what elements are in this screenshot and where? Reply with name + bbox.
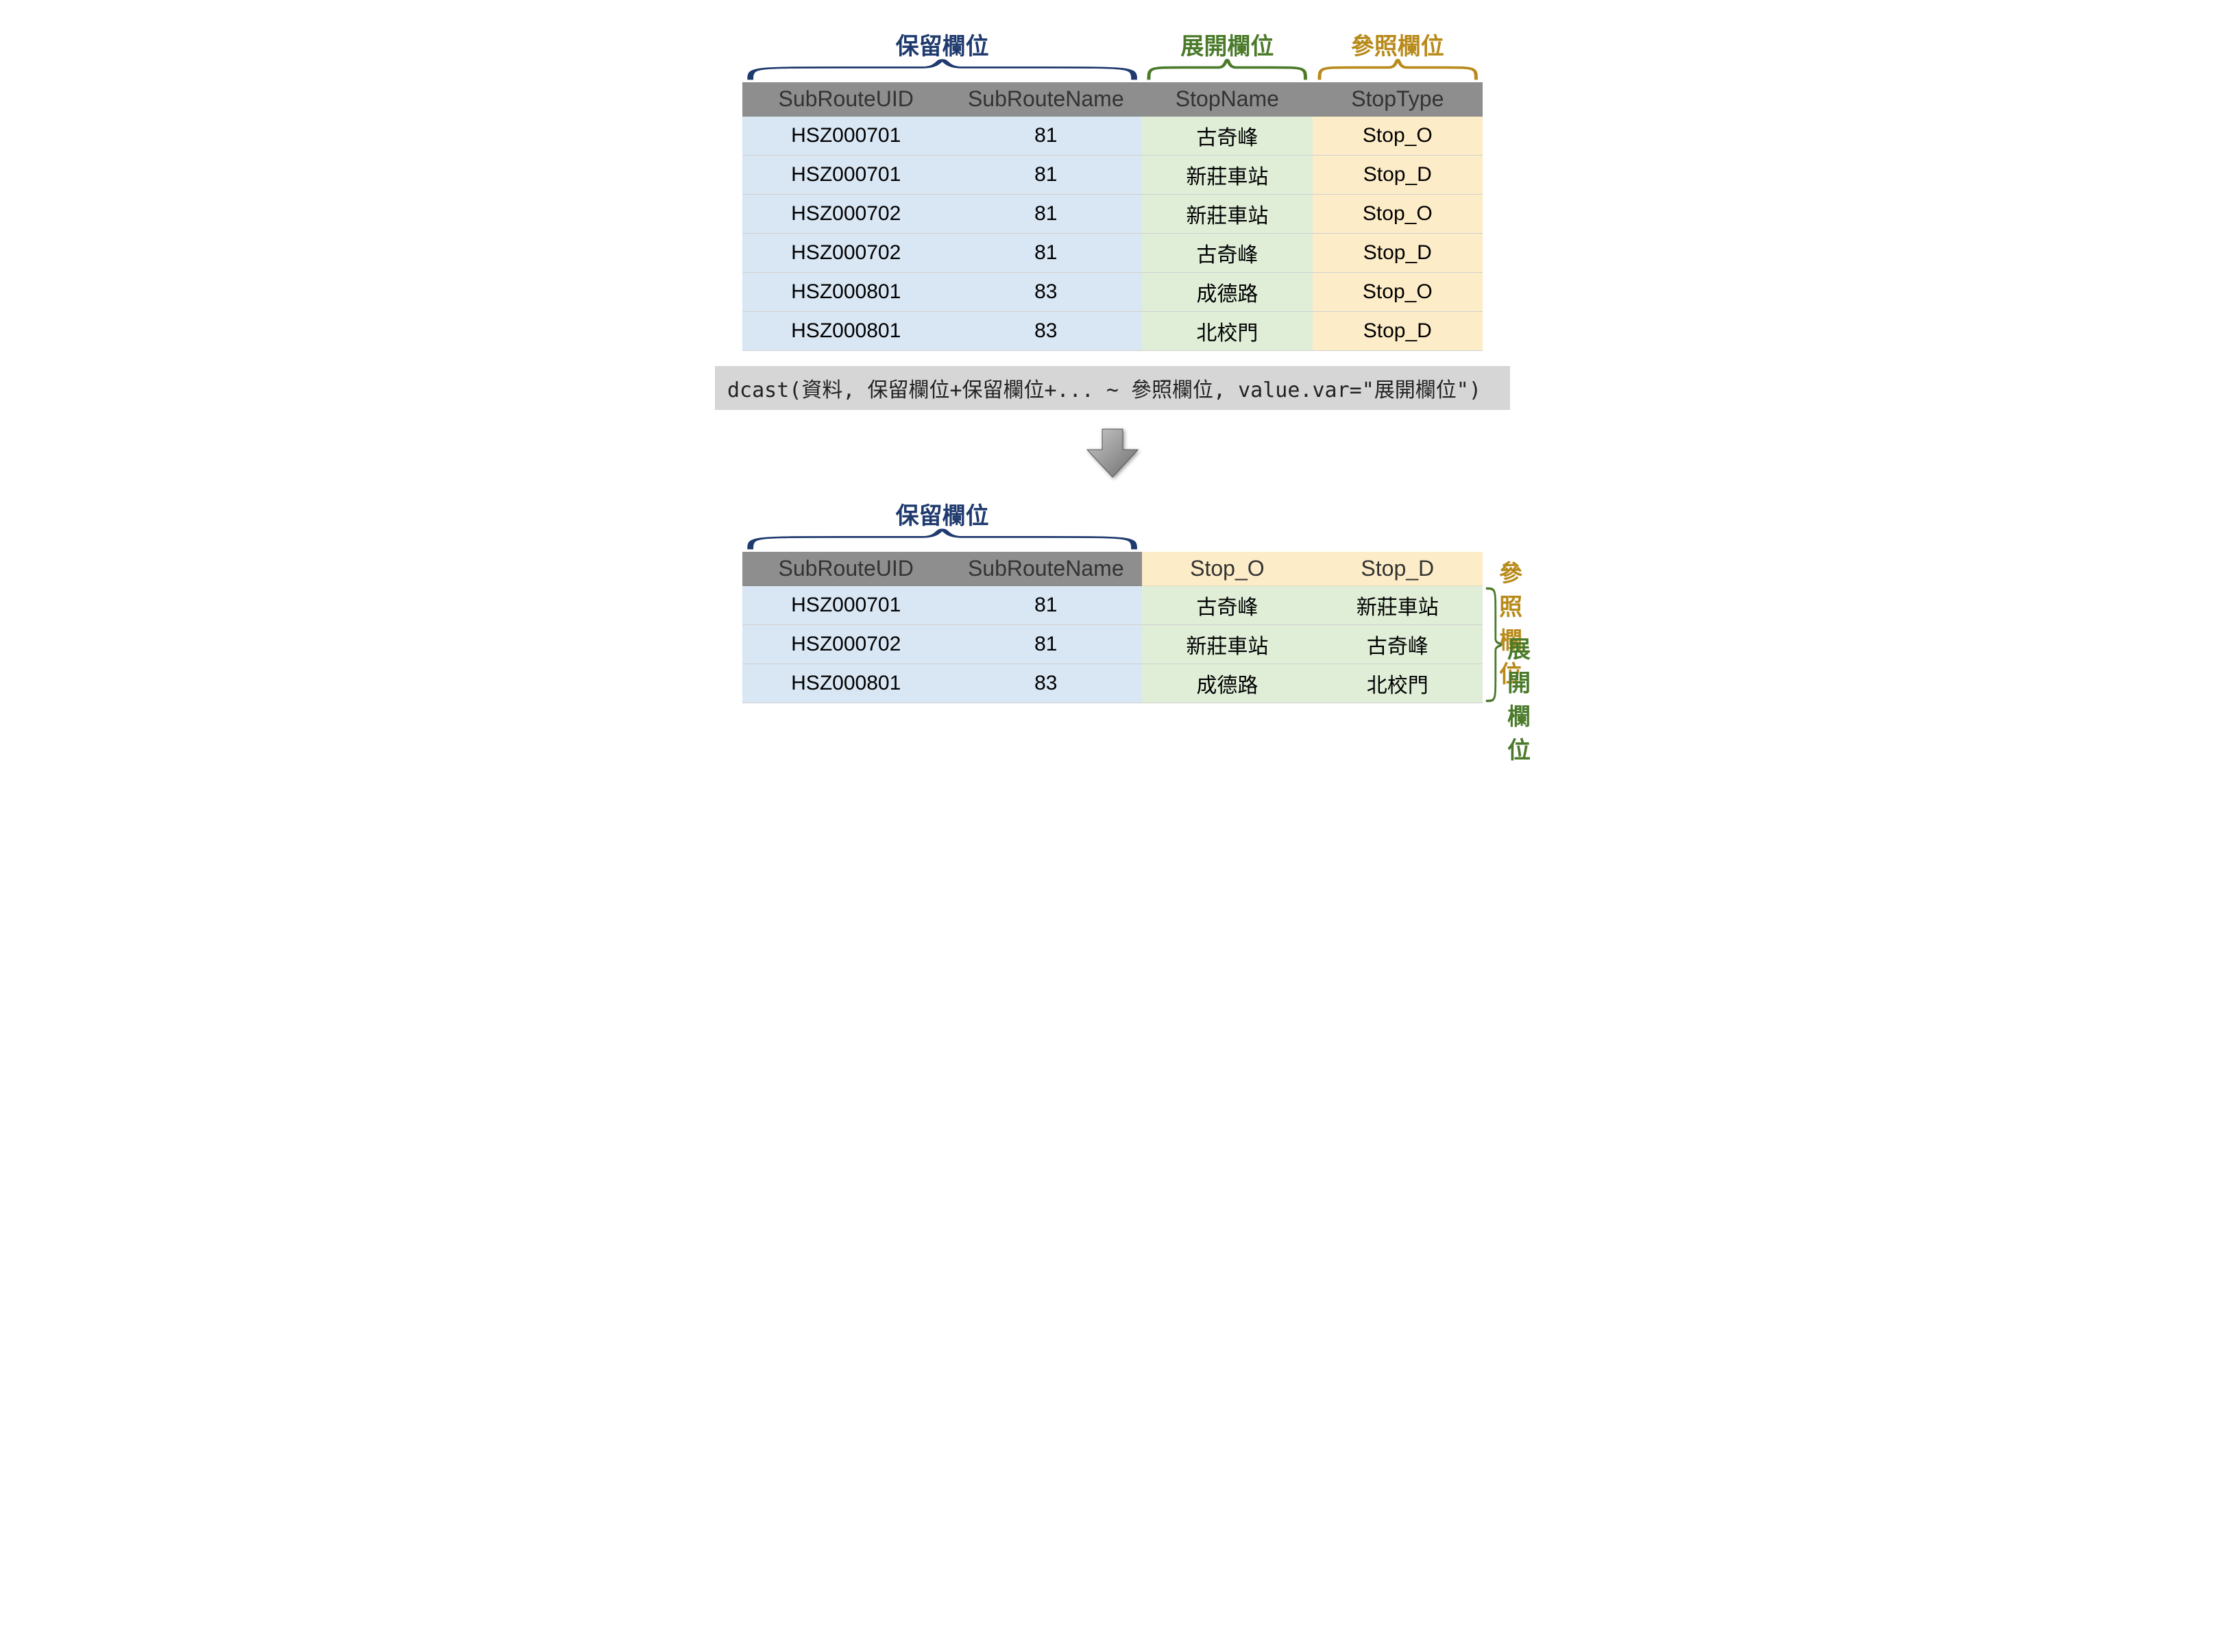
table-row: HSZ00080183北校門Stop_D	[742, 312, 1483, 351]
table-cell: 古奇峰	[1313, 625, 1483, 664]
table1-wrap: 保留欄位 展開欄位 參照欄位 SubRouteUIDSubRouteNameSt…	[742, 27, 1483, 351]
label-ref-top: 參照欄位	[1313, 27, 1483, 61]
table-cell: HSZ000801	[742, 664, 949, 703]
table-row: HSZ00070281新莊車站Stop_O	[742, 195, 1483, 234]
table-cell: Stop_O	[1313, 195, 1483, 234]
table-cell: 81	[949, 625, 1142, 664]
arrow-down-icon	[41, 425, 2184, 485]
table-cell: 北校門	[1313, 664, 1483, 703]
column-header: StopType	[1313, 82, 1483, 117]
table1: SubRouteUIDSubRouteNameStopNameStopTypeH…	[742, 82, 1483, 351]
brace-keep-bottom	[742, 527, 1142, 552]
column-header: SubRouteUID	[742, 552, 949, 586]
table-cell: HSZ000702	[742, 625, 949, 664]
bottom-section: 保留欄位 SubRouteUIDSubRouteNameStop_OStop_D…	[41, 497, 2184, 703]
column-header: Stop_D	[1313, 552, 1483, 586]
table-cell: Stop_D	[1313, 234, 1483, 273]
table-cell: Stop_O	[1313, 273, 1483, 312]
table-cell: 81	[949, 195, 1142, 234]
table-cell: 成德路	[1142, 664, 1312, 703]
table-cell: 新莊車站	[1142, 195, 1312, 234]
table-cell: 古奇峰	[1142, 586, 1312, 625]
label-expand-top: 展開欄位	[1142, 27, 1312, 61]
table-cell: HSZ000701	[742, 117, 949, 156]
table-cell: HSZ000801	[742, 273, 949, 312]
column-header: StopName	[1142, 82, 1312, 117]
table1-braces	[742, 58, 1483, 82]
table-cell: 古奇峰	[1142, 117, 1312, 156]
table-cell: 新莊車站	[1142, 625, 1312, 664]
table-cell: HSZ000701	[742, 586, 949, 625]
column-header: SubRouteUID	[742, 82, 949, 117]
table-cell: 83	[949, 273, 1142, 312]
label-keep-top: 保留欄位	[742, 27, 1142, 61]
table1-labels: 保留欄位 展開欄位 參照欄位	[742, 27, 1483, 58]
column-header: Stop_O	[1142, 552, 1312, 586]
table-cell: HSZ000702	[742, 234, 949, 273]
table-cell: 81	[949, 117, 1142, 156]
table-row: HSZ00070281新莊車站古奇峰	[742, 625, 1483, 664]
table-cell: 新莊車站	[1142, 156, 1312, 195]
table-cell: 81	[949, 586, 1142, 625]
table2-labels: 保留欄位	[742, 497, 1483, 527]
table-row: HSZ00070181古奇峰新莊車站	[742, 586, 1483, 625]
table-cell: 83	[949, 664, 1142, 703]
brace-ref-top	[1313, 58, 1483, 82]
table-cell: HSZ000701	[742, 156, 949, 195]
table2-wrap: 保留欄位 SubRouteUIDSubRouteNameStop_OStop_D…	[742, 497, 1483, 703]
brace-expand-top	[1142, 58, 1312, 82]
label-keep-bottom: 保留欄位	[742, 497, 1142, 531]
table-row: HSZ00070181古奇峰Stop_O	[742, 117, 1483, 156]
table-cell: HSZ000801	[742, 312, 949, 351]
table-row: HSZ00080183成德路北校門	[742, 664, 1483, 703]
table2-braces	[742, 527, 1483, 552]
table-cell: 新莊車站	[1313, 586, 1483, 625]
side-label-expand: 展開欄位	[1507, 631, 1531, 765]
table-cell: 北校門	[1142, 312, 1312, 351]
column-header: SubRouteName	[949, 552, 1142, 586]
table-cell: 81	[949, 234, 1142, 273]
table-cell: 81	[949, 156, 1142, 195]
table2: SubRouteUIDSubRouteNameStop_OStop_DHSZ00…	[742, 552, 1483, 703]
table-cell: 古奇峰	[1142, 234, 1312, 273]
table-row: HSZ00070181新莊車站Stop_D	[742, 156, 1483, 195]
brace-expand-right	[1484, 586, 1503, 703]
table-cell: Stop_D	[1313, 312, 1483, 351]
table-cell: Stop_O	[1313, 117, 1483, 156]
brace-keep-top	[742, 58, 1142, 82]
table-cell: Stop_D	[1313, 156, 1483, 195]
table-cell: 83	[949, 312, 1142, 351]
table-cell: 成德路	[1142, 273, 1312, 312]
table-row: HSZ00080183成德路Stop_O	[742, 273, 1483, 312]
table-cell: HSZ000702	[742, 195, 949, 234]
top-section: 保留欄位 展開欄位 參照欄位 SubRouteUIDSubRouteNameSt…	[41, 27, 2184, 351]
column-header: SubRouteName	[949, 82, 1142, 117]
code-bar: dcast(資料, 保留欄位+保留欄位+... ~ 參照欄位, value.va…	[715, 366, 1510, 410]
table-row: HSZ00070281古奇峰Stop_D	[742, 234, 1483, 273]
